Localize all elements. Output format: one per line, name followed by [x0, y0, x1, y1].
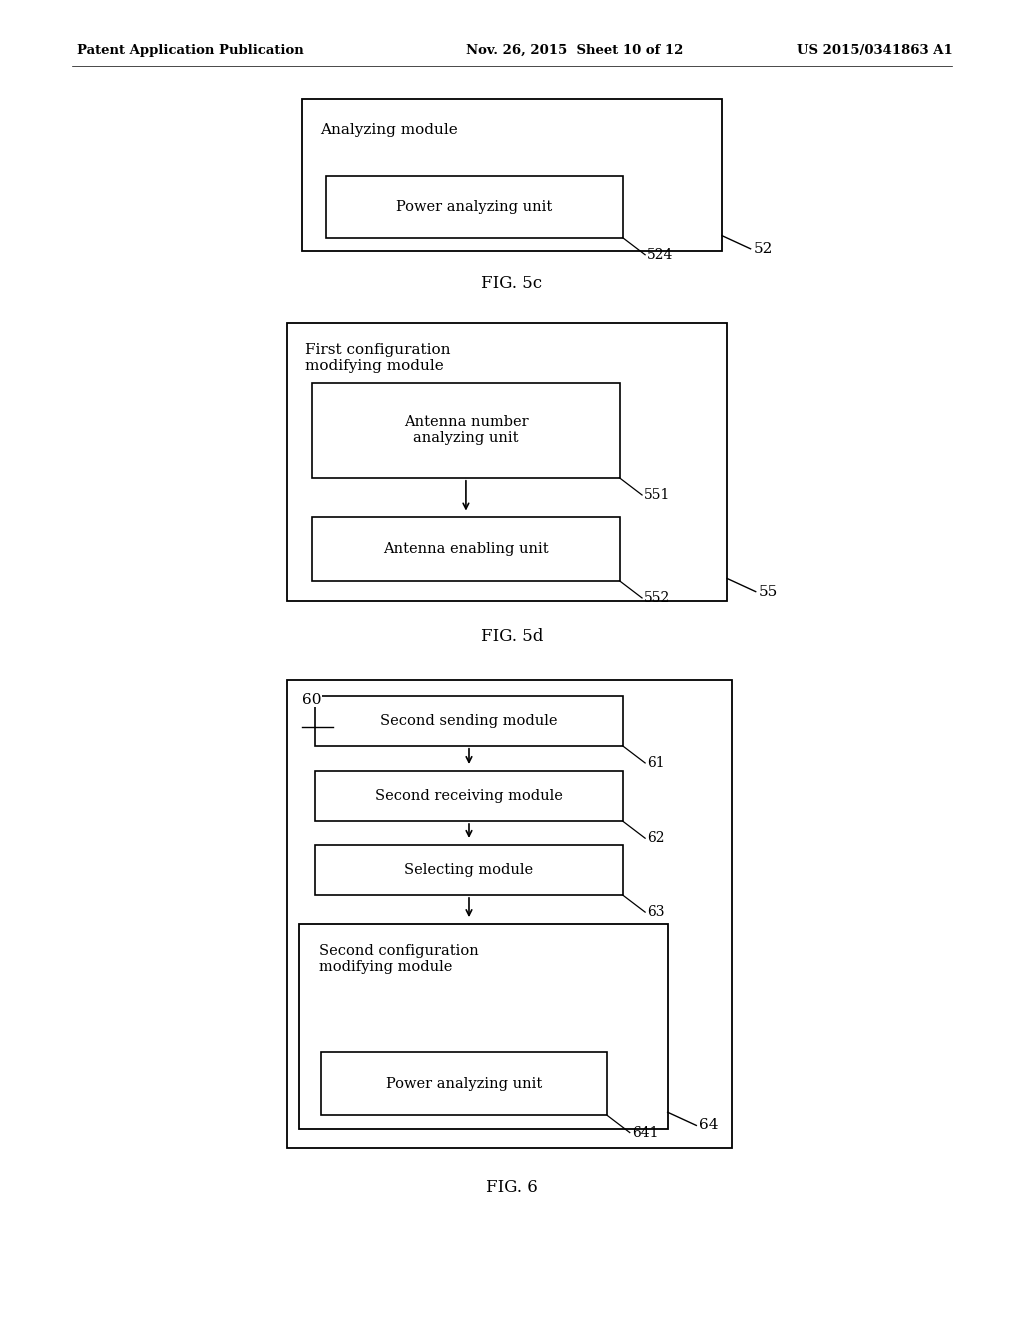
Text: Patent Application Publication: Patent Application Publication — [77, 44, 303, 57]
Text: Second configuration
modifying module: Second configuration modifying module — [319, 944, 479, 974]
FancyBboxPatch shape — [299, 924, 668, 1129]
Text: Power analyzing unit: Power analyzing unit — [386, 1077, 542, 1090]
Text: 60: 60 — [302, 693, 322, 708]
FancyBboxPatch shape — [315, 845, 623, 895]
FancyBboxPatch shape — [315, 696, 623, 746]
Text: 64: 64 — [699, 1118, 719, 1133]
Text: FIG. 5d: FIG. 5d — [481, 628, 543, 644]
Text: First configuration
modifying module: First configuration modifying module — [305, 343, 451, 374]
Text: Antenna number
analyzing unit: Antenna number analyzing unit — [403, 416, 528, 445]
Text: Analyzing module: Analyzing module — [321, 123, 459, 137]
Text: Power analyzing unit: Power analyzing unit — [396, 199, 552, 214]
Text: Second sending module: Second sending module — [380, 714, 558, 727]
FancyBboxPatch shape — [312, 517, 620, 581]
Text: FIG. 5c: FIG. 5c — [481, 276, 543, 292]
FancyBboxPatch shape — [321, 1052, 607, 1115]
FancyBboxPatch shape — [315, 771, 623, 821]
Text: Second receiving module: Second receiving module — [375, 789, 563, 803]
Text: 552: 552 — [644, 591, 671, 605]
Text: 63: 63 — [647, 906, 665, 919]
Text: Nov. 26, 2015  Sheet 10 of 12: Nov. 26, 2015 Sheet 10 of 12 — [466, 44, 683, 57]
FancyBboxPatch shape — [302, 99, 722, 251]
FancyBboxPatch shape — [326, 176, 623, 238]
FancyBboxPatch shape — [312, 383, 620, 478]
Text: 62: 62 — [647, 832, 665, 845]
Text: US 2015/0341863 A1: US 2015/0341863 A1 — [797, 44, 952, 57]
Text: FIG. 6: FIG. 6 — [486, 1180, 538, 1196]
Text: Selecting module: Selecting module — [404, 863, 534, 876]
Text: 55: 55 — [759, 585, 778, 599]
Text: Antenna enabling unit: Antenna enabling unit — [383, 543, 549, 556]
Text: 551: 551 — [644, 488, 671, 502]
FancyBboxPatch shape — [287, 680, 732, 1148]
Text: 524: 524 — [647, 248, 674, 261]
Text: 641: 641 — [632, 1126, 658, 1139]
Text: 52: 52 — [754, 242, 773, 256]
FancyBboxPatch shape — [287, 323, 727, 601]
Text: 61: 61 — [647, 756, 665, 770]
